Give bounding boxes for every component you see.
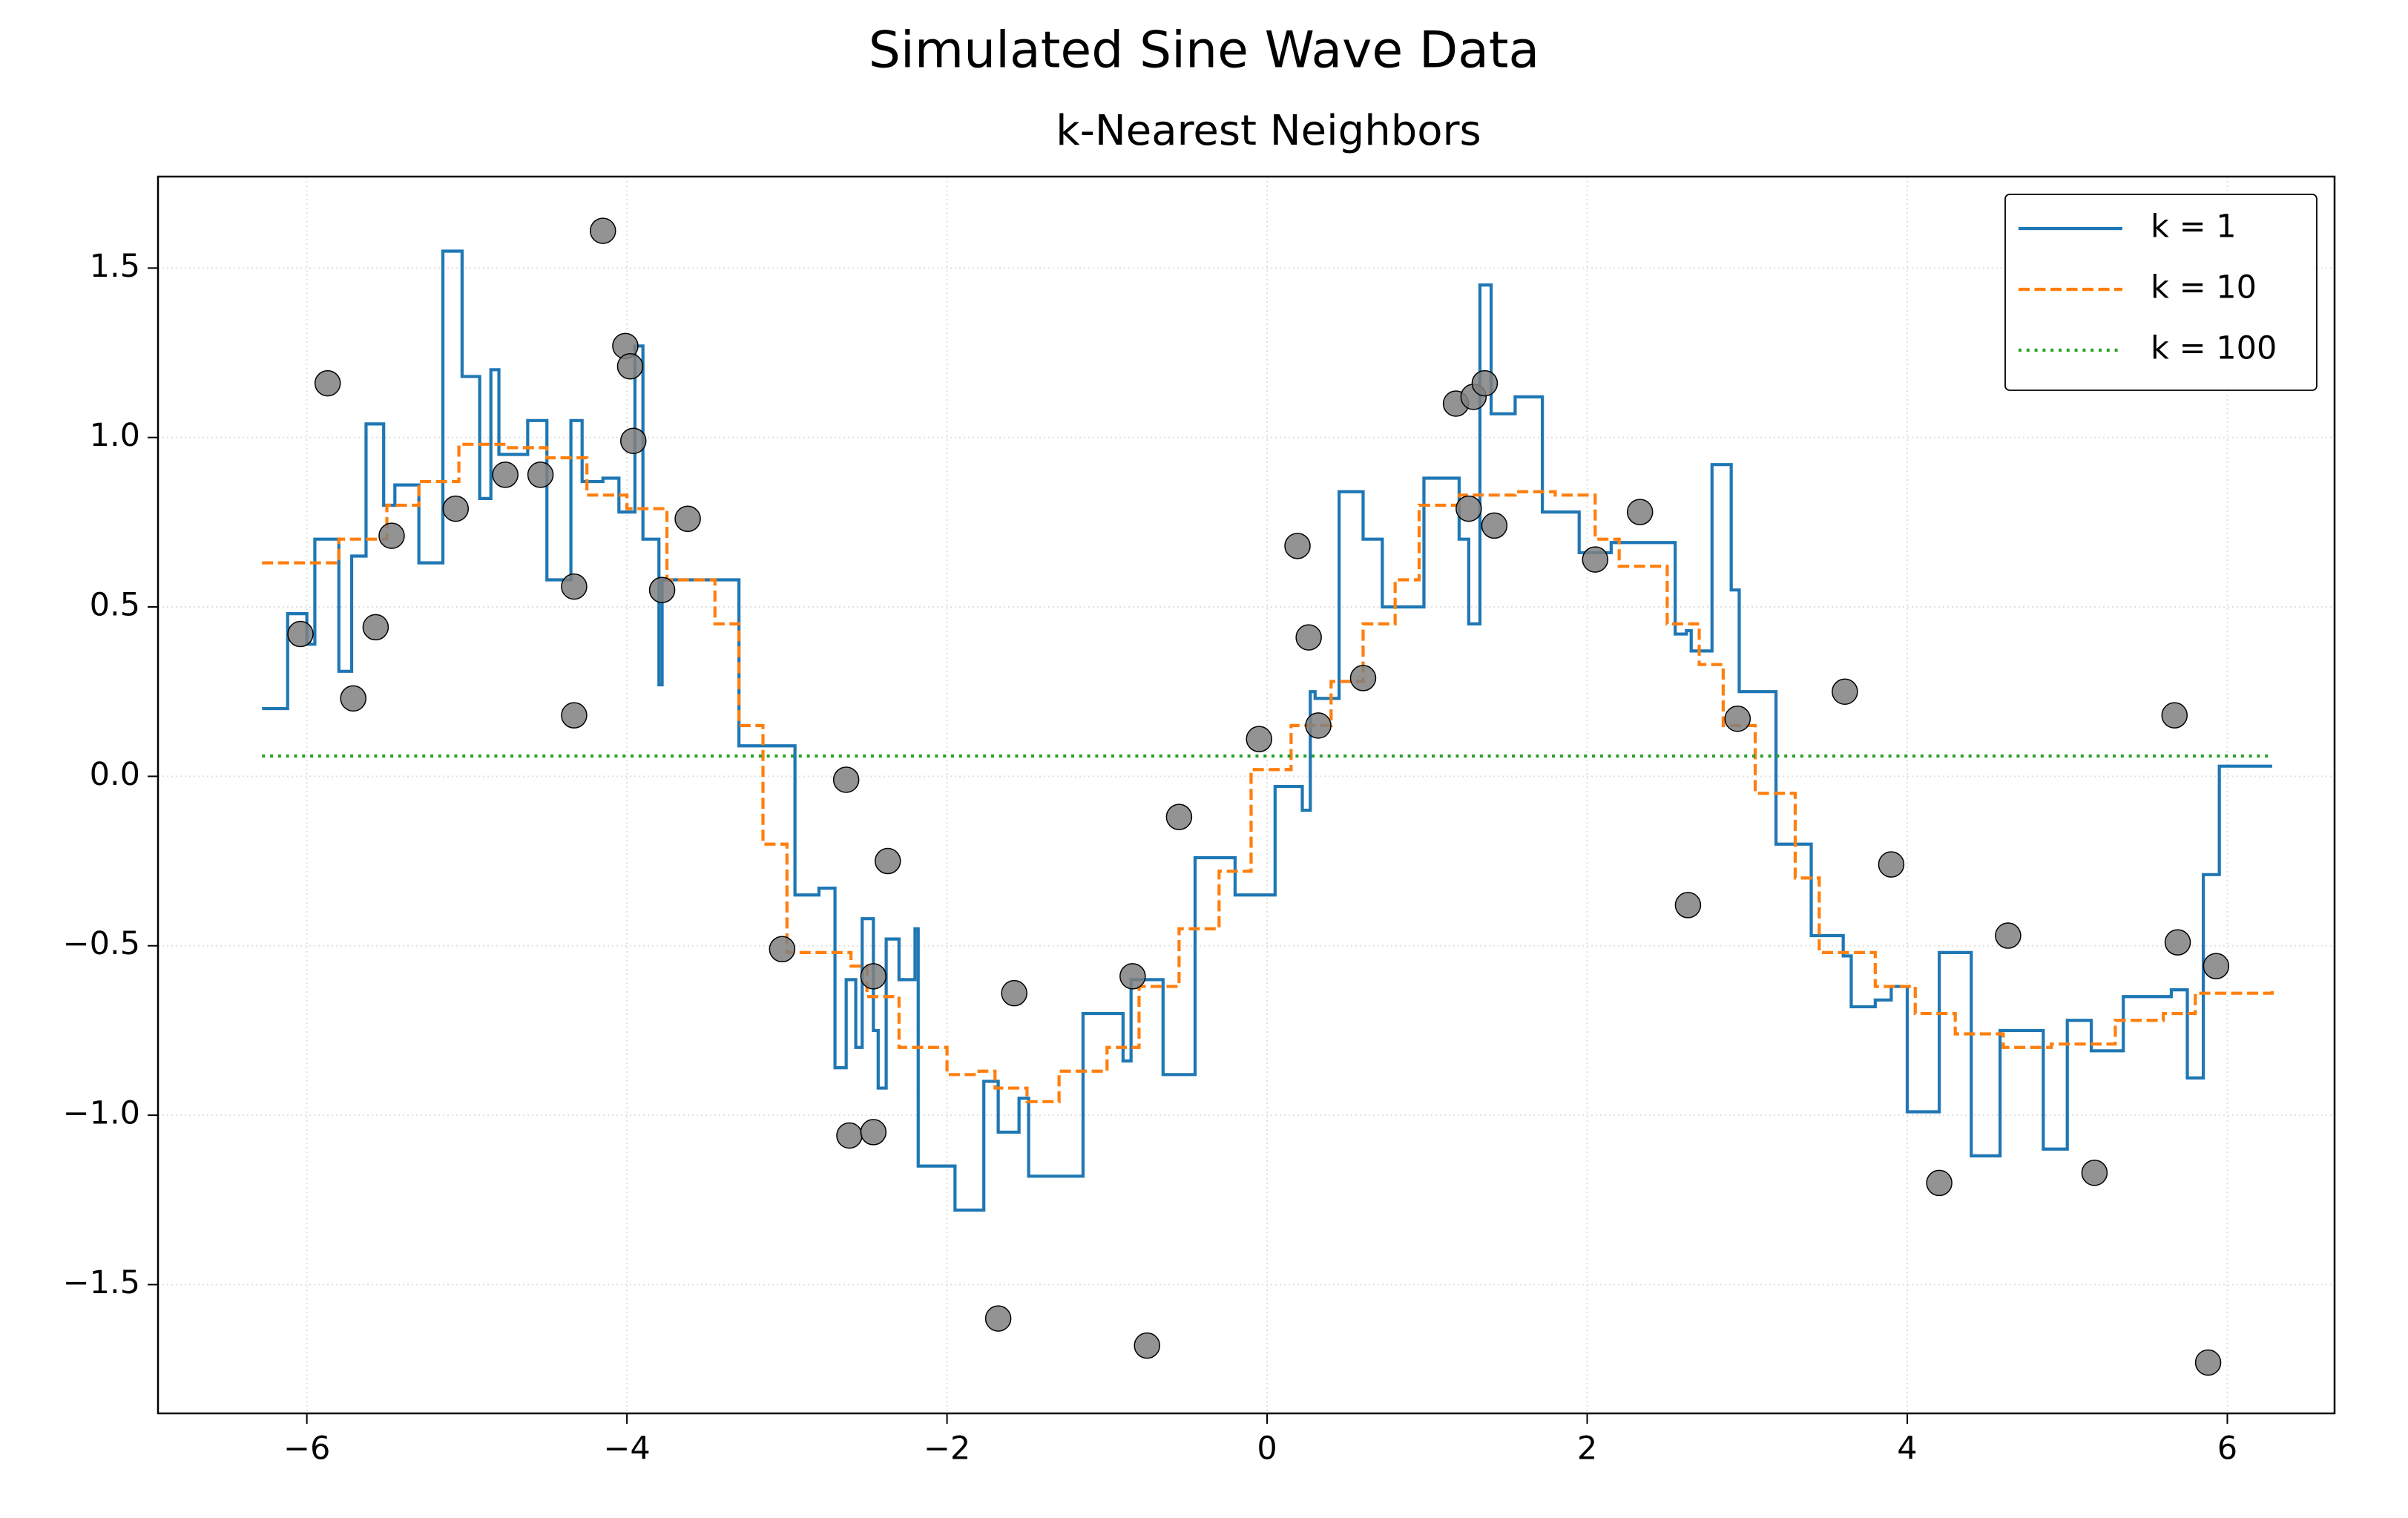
scatter-point: [769, 936, 796, 963]
scatter-point: [1626, 499, 1654, 525]
y-tick-label: 0.5: [90, 587, 140, 624]
scatter-point: [1134, 1332, 1160, 1359]
scatter-point: [362, 614, 389, 641]
scatter-point: [860, 963, 887, 990]
scatter-point: [442, 495, 470, 522]
x-tick-label: −6: [283, 1430, 330, 1468]
scatter-point: [492, 461, 519, 488]
chart-subtitle: k-Nearest Neighbors: [1056, 107, 1481, 155]
x-tick-label: 2: [1577, 1430, 1597, 1468]
x-tick-label: −4: [603, 1430, 650, 1468]
scatter-point: [287, 620, 314, 648]
scatter-point: [561, 702, 588, 729]
legend-label: k = 1: [2151, 208, 2237, 246]
x-tick-label: −2: [924, 1430, 970, 1468]
scatter-point: [616, 353, 644, 380]
legend: k = 1 k = 10 k = 100: [2004, 194, 2317, 391]
scatter-point: [1295, 624, 1322, 651]
scatter-point: [2203, 953, 2230, 979]
series-line: [262, 442, 2274, 1103]
y-tick-label: −1.0: [63, 1095, 140, 1132]
scatter-point: [1001, 979, 1027, 1007]
scatter-point: [619, 427, 647, 454]
scatter-point: [1305, 712, 1332, 739]
scatter-point: [1674, 892, 1702, 919]
scatter-point: [378, 522, 405, 549]
x-tick-label: 0: [1257, 1430, 1277, 1468]
scatter-point: [1724, 705, 1751, 732]
scatter-point: [674, 505, 701, 533]
legend-label: k = 100: [2151, 330, 2277, 367]
scatter-point: [832, 766, 860, 793]
y-tick-label: −1.5: [63, 1264, 140, 1301]
scatter-point: [1995, 922, 2022, 949]
chart-title: Simulated Sine Wave Data: [869, 22, 1539, 80]
legend-label: k = 10: [2151, 269, 2257, 306]
x-tick-label: 6: [2217, 1430, 2237, 1468]
scatter-point: [2194, 1349, 2222, 1376]
scatter-point: [1119, 963, 1146, 990]
scatter-point: [1284, 533, 1311, 559]
scatter-point: [1246, 726, 1273, 752]
scatter-point: [1165, 804, 1193, 830]
scatter-point: [860, 1119, 887, 1146]
x-tick-label: 4: [1897, 1430, 1917, 1468]
scatter-point: [1582, 546, 1609, 573]
scatter-point: [1878, 851, 1905, 878]
scatter-point: [648, 576, 676, 603]
y-tick-label: −0.5: [63, 925, 140, 962]
plot-frame: [157, 175, 2336, 1415]
scatter-point: [1349, 665, 1377, 691]
legend-box: [2004, 194, 2317, 391]
scatter-point: [1455, 495, 1482, 522]
scatter-point: [875, 847, 901, 875]
scatter-point: [1832, 678, 1858, 705]
scatter-point: [2161, 702, 2188, 729]
scatter-point: [2164, 929, 2191, 956]
scatter-point: [314, 369, 341, 397]
scatter-point: [2081, 1159, 2108, 1186]
y-tick-label: 1.0: [90, 417, 140, 454]
scatter-point: [589, 217, 616, 244]
scatter-point: [1471, 369, 1499, 397]
y-tick-label: 0.0: [90, 756, 140, 793]
scatter-point: [1481, 512, 1508, 539]
scatter-point: [1926, 1169, 1953, 1197]
scatter-point: [836, 1122, 863, 1149]
series-line: [262, 249, 2272, 1212]
y-tick-label: 1.5: [90, 248, 140, 285]
scatter-point: [984, 1305, 1012, 1332]
scatter-point: [561, 573, 588, 600]
scatter-point: [527, 461, 554, 488]
scatter-point: [340, 685, 366, 712]
